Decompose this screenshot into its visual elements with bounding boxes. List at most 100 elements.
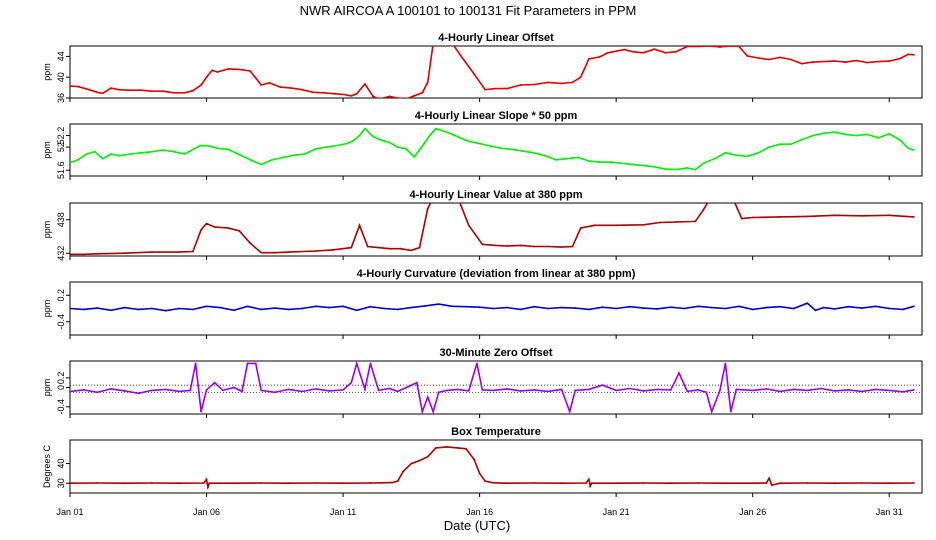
- data-point: [675, 168, 678, 171]
- data-point: [410, 249, 413, 252]
- data-point: [227, 148, 230, 151]
- data-point: [467, 224, 470, 227]
- data-point: [429, 133, 432, 136]
- data-point: [331, 249, 334, 251]
- data-point: [342, 482, 344, 485]
- data-point: [912, 305, 915, 308]
- data-point: [137, 308, 140, 311]
- data-point: [172, 150, 175, 153]
- data-point: [560, 246, 563, 249]
- data-point: [642, 390, 645, 392]
- data-point: [70, 307, 71, 310]
- data-point: [833, 308, 836, 310]
- data-point: [547, 307, 549, 310]
- data-point: [208, 482, 211, 485]
- data-point: [418, 459, 421, 462]
- data-point: [465, 447, 467, 450]
- y-tick-label: 51.6: [56, 161, 66, 179]
- data-point: [683, 307, 686, 310]
- data-point: [806, 302, 809, 305]
- y-tick-label: 432: [56, 246, 66, 261]
- data-point: [192, 89, 194, 92]
- data-point: [579, 76, 582, 79]
- data-point: [642, 307, 645, 309]
- y-tick-label: 0.2: [56, 372, 66, 385]
- data-point: [506, 482, 508, 485]
- data-point: [279, 86, 282, 88]
- data-point: [729, 410, 732, 413]
- data-point: [765, 482, 768, 484]
- data-point: [519, 308, 522, 311]
- data-point: [421, 91, 424, 94]
- data-point: [151, 307, 153, 310]
- data-point: [768, 477, 770, 480]
- data-point: [811, 134, 814, 137]
- data-point: [694, 220, 697, 223]
- data-point: [506, 306, 508, 309]
- data-point: [589, 485, 592, 487]
- data-point: [653, 165, 656, 168]
- data-point: [623, 48, 626, 51]
- data-point: [118, 154, 121, 157]
- data-point: [587, 388, 590, 391]
- data-point: [598, 161, 601, 164]
- data-point: [631, 163, 634, 166]
- data-point: [364, 127, 366, 130]
- data-point: [200, 144, 203, 147]
- data-point: [383, 307, 385, 310]
- data-point: [874, 388, 877, 391]
- data-point: [560, 482, 563, 485]
- data-point: [574, 389, 577, 392]
- x-tick-label: Jan 06: [193, 507, 220, 517]
- data-point: [833, 214, 836, 217]
- data-point: [770, 484, 773, 486]
- panel-title: 4-Hourly Linear Value at 380 ppm: [409, 189, 582, 201]
- data-point: [792, 388, 795, 391]
- data-point: [656, 308, 658, 310]
- data-point: [478, 306, 481, 309]
- data-point: [478, 142, 481, 145]
- y-axis-label: ppm: [42, 300, 52, 318]
- data-point: [241, 390, 243, 393]
- data-point: [205, 389, 208, 391]
- data-point: [492, 389, 495, 392]
- data-point: [533, 245, 536, 248]
- data-point: [473, 73, 476, 75]
- data-point: [377, 389, 380, 392]
- data-point: [227, 227, 230, 230]
- data-point: [697, 389, 699, 391]
- panel-title: 4-Hourly Curvature (deviation from linea…: [357, 268, 636, 280]
- data-point: [899, 139, 902, 142]
- data-point: [129, 153, 132, 155]
- data-point: [445, 131, 448, 134]
- data-point: [194, 362, 197, 365]
- data-point: [484, 88, 486, 91]
- y-axis-label: ppm: [42, 221, 52, 239]
- data-point: [410, 462, 413, 465]
- data-point: [476, 362, 478, 365]
- data-point: [410, 306, 413, 309]
- data-point: [697, 305, 699, 308]
- data-point: [372, 95, 374, 98]
- data-point: [768, 146, 770, 149]
- data-point: [192, 250, 194, 253]
- data-point: [866, 61, 869, 64]
- data-point: [628, 305, 631, 308]
- data-point: [861, 214, 863, 217]
- data-point: [912, 53, 915, 56]
- data-point: [355, 362, 358, 365]
- data-point: [598, 56, 601, 58]
- data-point: [888, 132, 891, 135]
- data-point: [424, 305, 426, 307]
- data-point: [183, 91, 186, 94]
- data-point: [713, 157, 716, 160]
- data-point: [724, 482, 727, 485]
- data-point: [912, 482, 915, 484]
- panel-3: 4-Hourly Linear Value at 380 ppm 432 438 pp…: [42, 189, 923, 261]
- data-point: [642, 51, 645, 54]
- data-point: [178, 307, 181, 310]
- data-point: [587, 308, 590, 311]
- data-point: [533, 482, 536, 484]
- data-point: [200, 228, 203, 231]
- y-tick-label: 44: [56, 51, 66, 61]
